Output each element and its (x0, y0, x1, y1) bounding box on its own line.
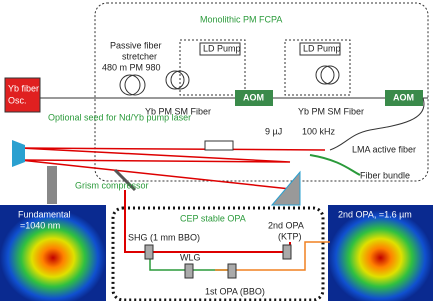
opa-title: CEP stable OPA (180, 213, 246, 223)
shg-label: SHG (1 mm BBO) (128, 232, 200, 242)
aom-label: AOM (393, 92, 414, 102)
profile-label: Fundamental (18, 209, 71, 219)
energy-label: 9 µJ (265, 126, 282, 136)
crystal (145, 245, 153, 259)
mirror (12, 140, 25, 167)
grism (47, 166, 57, 204)
wlg-label: WLG (180, 252, 201, 262)
fiber-bundle (310, 155, 360, 175)
bundle-label: Fiber bundle (360, 170, 410, 180)
fiber-label: Yb PM SM Fiber (298, 106, 364, 116)
stretcher-label: 480 m PM 980 (102, 62, 161, 72)
crystal (228, 264, 236, 278)
fiber-coil (125, 75, 145, 95)
opa1-label: 1st OPA (BBO) (205, 286, 265, 296)
fcpa-title: Monolithic PM FCPA (200, 14, 282, 24)
compressor-label: Grism compressor (75, 180, 149, 190)
pump-label: LD Pump (203, 43, 241, 53)
profile-label: 2nd OPA, =1.6 µm (338, 209, 412, 219)
oscillator-label: Yb fiber (8, 83, 39, 93)
fiber-coil (166, 71, 184, 89)
crystal (185, 264, 193, 278)
crystal (283, 245, 291, 259)
fiber-coil (316, 66, 334, 84)
rate-label: 100 kHz (302, 126, 336, 136)
laser-beam (20, 148, 325, 190)
stretcher-label: Passive fiber (110, 40, 162, 50)
profile-label: =1040 nm (20, 220, 60, 230)
pump-label: LD Pump (303, 43, 341, 53)
fiber-coil (120, 75, 140, 95)
diagram: Monolithic PM FCPA Passive fiber stretch… (0, 0, 433, 301)
seed-note: Optional seed for Nd/Yb pump laser (48, 112, 191, 122)
fiber-coil (321, 66, 339, 84)
isolator (205, 141, 233, 150)
opa2-label: (KTP) (278, 231, 302, 241)
oscillator-label: Osc. (8, 95, 27, 105)
beam-profile (328, 205, 433, 301)
stretcher-label: stretcher (122, 51, 157, 61)
lma-label: LMA active fiber (352, 144, 416, 154)
aom-label: AOM (243, 92, 264, 102)
opa2-label: 2nd OPA (268, 220, 304, 230)
grism (272, 172, 300, 205)
